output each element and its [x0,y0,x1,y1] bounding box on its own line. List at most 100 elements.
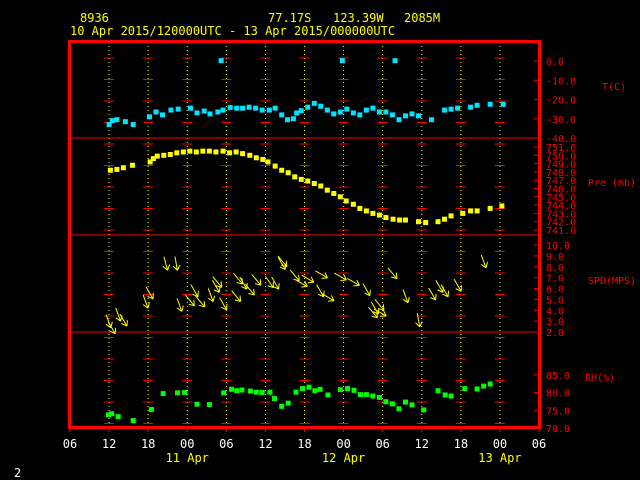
data-point [312,388,318,394]
data-point [370,393,376,399]
x-tick-label: 00 [336,437,350,451]
date-label: 13 Apr [478,451,521,465]
wind-arrow [289,269,300,282]
data-point [180,149,186,155]
data-point [397,217,403,223]
data-point [487,381,493,387]
data-point [259,107,265,113]
wind-arrow [362,283,371,297]
wind-arrow [172,256,181,271]
data-point [292,174,298,180]
y-tick-label: 70.0 [546,424,570,435]
wind-arrow [190,284,199,298]
y-tick-label: 745.0 [546,193,576,204]
data-point [106,122,112,128]
data-point [221,390,227,396]
data-point [455,105,461,111]
data-point [442,107,448,113]
plot-frame [68,40,541,429]
wind-arrow [207,288,216,303]
data-point [174,390,180,396]
y-tick-label: 8.0 [546,263,564,274]
data-point [389,401,395,407]
data-point [390,216,396,222]
wind-arrow [176,298,184,312]
data-point [213,149,219,155]
wind-arrow [387,267,398,280]
wind-arrow [316,284,325,298]
data-point [337,109,343,115]
data-point [300,386,306,392]
data-point [415,219,421,225]
data-point [363,208,369,214]
data-point [421,407,427,413]
data-point [448,393,454,399]
data-point [259,390,265,395]
data-layer [105,58,506,424]
data-point [114,117,120,123]
x-tick-label: 06 [63,437,77,451]
y-tick-label: 10.0 [546,241,570,252]
data-point [376,394,382,400]
data-point [234,388,240,394]
data-point [339,58,345,64]
y-tick-label: 749.0 [546,160,576,171]
data-point [253,155,259,161]
data-point [168,107,174,113]
data-point [468,104,474,110]
y-tick-label: 2.0 [546,328,564,339]
data-point [130,418,136,424]
data-point [363,392,369,398]
data-point [318,103,324,109]
data-point [435,219,441,225]
data-point [383,399,389,405]
data-point [120,165,126,171]
data-point [487,101,493,107]
data-point [272,163,278,169]
data-point [376,109,382,115]
data-point [344,106,350,112]
data-point [272,396,278,402]
y-tick-label: 742.0 [546,218,576,229]
data-point [247,388,253,394]
data-point [207,111,213,117]
corner-label: 2 [14,466,22,480]
data-point [402,113,408,119]
data-point [325,392,331,398]
panel-label: RH(%) [585,373,615,384]
data-point [247,152,253,158]
data-point [167,151,173,157]
x-tick-label: 00 [493,437,507,451]
data-point [500,101,506,107]
data-point [279,112,285,118]
wind-arrow [184,294,195,307]
y-tick-label: 75.0 [546,406,570,417]
x-tick-label: 12 [258,437,272,451]
y-tick-label: 3.0 [546,317,564,328]
data-point [331,111,337,117]
time-range: 10 Apr 2015/120000UTC - 13 Apr 2015/0000… [70,24,396,38]
wind-arrow [373,308,387,317]
wind-arrow [195,295,206,308]
data-point [266,107,272,113]
data-point [429,117,435,123]
data-point [160,391,166,397]
y-tick-label: -30.0 [546,115,576,126]
data-point [481,383,487,389]
wind-arrow [440,284,450,298]
y-tick-label: -20.0 [546,96,576,107]
x-tick-label: 06 [219,437,233,451]
wind-arrow [115,307,123,322]
data-point [423,220,429,226]
data-point [109,411,115,417]
wind-arrow [162,256,171,271]
y-tick-label: 743.0 [546,209,576,220]
panel-label: Pre (mb) [588,178,636,189]
data-point [376,212,382,218]
data-point [402,399,408,405]
data-point [146,114,152,120]
data-point [337,194,343,200]
data-point [305,104,311,110]
data-point [311,100,317,106]
data-point [246,104,252,110]
